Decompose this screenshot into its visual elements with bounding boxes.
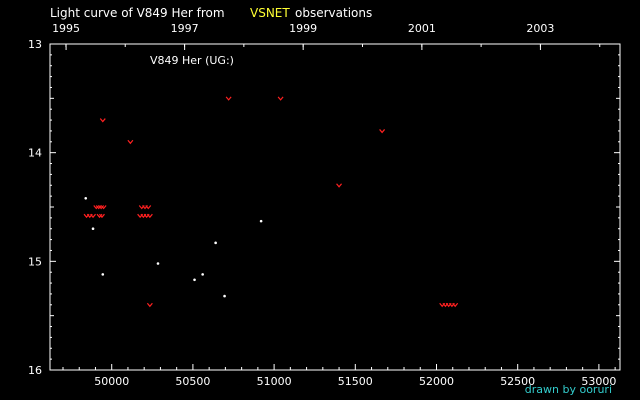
x-tick-label: 50500 bbox=[175, 375, 210, 388]
year-tick-label: 2001 bbox=[408, 22, 436, 35]
year-tick-label: 2003 bbox=[526, 22, 554, 35]
year-tick-label: 1995 bbox=[52, 22, 80, 35]
negative-observation-mark bbox=[95, 205, 102, 210]
negative-observation-mark bbox=[98, 205, 105, 210]
y-tick-label: 13 bbox=[28, 38, 42, 51]
negative-observation-mark bbox=[99, 213, 105, 219]
positive-observation-point bbox=[101, 273, 105, 276]
year-tick-label: 1999 bbox=[289, 22, 317, 35]
positive-observation-point bbox=[214, 241, 217, 245]
chart-header-source: VSNET bbox=[250, 6, 290, 20]
positive-observation-point bbox=[91, 227, 95, 231]
negative-observation-mark bbox=[452, 302, 459, 308]
positive-observation-point bbox=[193, 278, 196, 282]
chart-header-prefix: Light curve of V849 Her from bbox=[50, 6, 225, 20]
x-tick-label: 50000 bbox=[94, 375, 129, 388]
x-tick-label: 52500 bbox=[500, 375, 535, 388]
year-tick-label: 1997 bbox=[171, 22, 199, 35]
credit-text: drawn by ooruri bbox=[525, 383, 612, 396]
x-tick-label: 52000 bbox=[419, 375, 454, 388]
negative-observation-mark bbox=[146, 302, 153, 308]
y-tick-label: 15 bbox=[28, 255, 42, 268]
positive-observation-point bbox=[84, 197, 88, 200]
positive-observation-point bbox=[223, 294, 226, 298]
negative-observation-mark bbox=[277, 96, 284, 101]
negative-observation-mark bbox=[93, 205, 100, 210]
chart-axes: 50000 50500 51000 51500 52000 52500 53000 1995 1… bbox=[28, 22, 620, 388]
y-tick-label: 16 bbox=[28, 364, 42, 377]
negative-observation-mark bbox=[336, 183, 343, 188]
positive-observation-point bbox=[156, 262, 160, 265]
negative-observation-mark bbox=[99, 118, 106, 123]
positive-observation-point bbox=[259, 219, 263, 223]
negative-observation-mark bbox=[90, 213, 96, 219]
negative-observation-mark bbox=[96, 213, 103, 219]
negative-observation-mark bbox=[145, 205, 152, 210]
negative-observation-mark bbox=[225, 96, 232, 101]
x-tick-label: 51500 bbox=[338, 375, 373, 388]
negative-observation-mark bbox=[100, 205, 107, 210]
negative-observation-mark bbox=[379, 129, 386, 134]
chart-header-suffix: observations bbox=[295, 6, 372, 20]
x-tick-label: 53000 bbox=[581, 375, 616, 388]
x-tick-label: 51000 bbox=[257, 375, 292, 388]
chart-title: V849 Her (UG:) bbox=[150, 54, 234, 67]
chart-marks bbox=[83, 96, 459, 308]
y-tick-label: 14 bbox=[28, 147, 42, 160]
negative-observation-mark bbox=[146, 213, 153, 219]
plot-frame bbox=[49, 43, 621, 371]
negative-observation-mark bbox=[127, 139, 134, 145]
positive-observation-point bbox=[201, 273, 204, 276]
